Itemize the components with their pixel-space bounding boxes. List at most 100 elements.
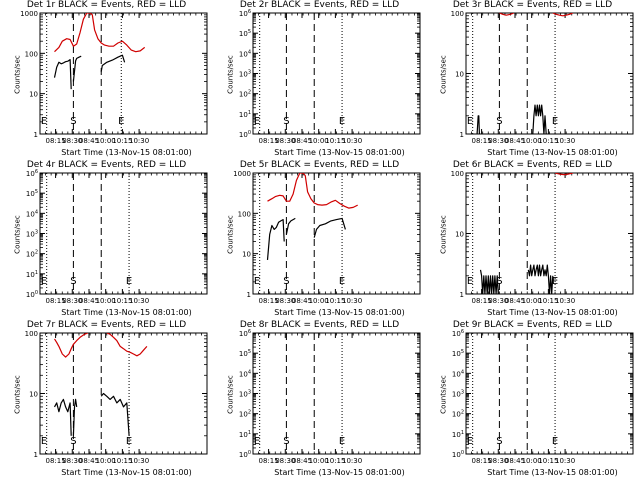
x-tick-label: 08:15 (45, 137, 65, 145)
x-tick-label: 08:45 (79, 137, 99, 145)
det-5r-panel: Det 5r BLACK = Events, RED = LLD 1 10 100 1… (213, 160, 426, 320)
end-marker-label: E (552, 116, 558, 127)
start-marker-label: S (70, 116, 76, 127)
start-marker-label: S (496, 276, 502, 287)
x-tick-label: 10:00 (96, 297, 116, 305)
y-tick-label: 100 (451, 170, 464, 178)
x-tick-label: 10:00 (309, 457, 329, 465)
y-tick-label: 102 (239, 90, 251, 99)
y-axis-label: Counts/sec (13, 55, 22, 94)
det-6r-panel: Det 6r BLACK = Events, RED = LLD 1 10 100 0… (426, 160, 639, 320)
y-tick-label: 104 (452, 369, 464, 378)
x-axis-label: Start Time (13-Nov-15 08:01:00) (487, 308, 618, 317)
y-tick-label: 106 (26, 169, 38, 178)
y-axis-label: Counts/sec (13, 215, 22, 254)
left-edge-marker-label: E (467, 276, 473, 287)
y-tick-label: 1 (34, 131, 38, 139)
det-8r-panel: Det 8r BLACK = Events, RED = LLD 100 101 1… (213, 320, 426, 480)
plot-frame (252, 332, 421, 455)
end-marker-label: E (339, 436, 345, 447)
x-tick-label: 08:45 (79, 297, 99, 305)
end-marker-label: E (118, 116, 124, 127)
x-tick-label: 10:30 (129, 297, 149, 305)
end-marker-label: E (552, 436, 558, 447)
panel-title: Det 1r BLACK = Events, RED = LLD (26, 0, 187, 10)
det-4r-panel: Det 4r BLACK = Events, RED = LLD 100 101 1… (0, 160, 213, 320)
det-1r-chart: 1 10 100 1000 08:1508:3008:4510:0010:1510:30… (20, 10, 208, 145)
end-marker-label: E (339, 276, 345, 287)
det-1r-panel: Det 1r BLACK = Events, RED = LLD 1 10 100 1… (0, 0, 213, 160)
det-2r-panel: Det 2r BLACK = Events, RED = LLD 100 101 1… (213, 0, 426, 160)
x-tick-label: 10:15 (325, 137, 345, 145)
plot-frame (252, 12, 421, 135)
x-tick-label: 10:30 (342, 297, 362, 305)
x-tick-label: 08:15 (45, 457, 65, 465)
events-series-line (53, 58, 72, 90)
x-axis-label: Start Time (13-Nov-15 08:01:00) (487, 468, 618, 477)
det-3r-panel: Det 3r BLACK = Events, RED = LLD 1 10 100 0… (426, 0, 639, 160)
x-tick-label: 10:15 (112, 137, 132, 145)
y-axis-label: Counts/sec (226, 215, 235, 254)
x-tick-label: 08:30 (488, 457, 508, 465)
x-axis-label: Start Time (13-Nov-15 08:01:00) (274, 468, 405, 477)
x-tick-label: 10:00 (522, 137, 542, 145)
x-tick-label: 10:30 (129, 137, 149, 145)
events-series-line (100, 54, 126, 72)
y-tick-label: 106 (239, 329, 251, 338)
y-tick-label: 106 (452, 329, 464, 338)
x-tick-label: 08:45 (79, 457, 99, 465)
x-tick-label: 10:30 (342, 457, 362, 465)
y-tick-label: 105 (239, 349, 251, 358)
y-tick-label: 105 (452, 349, 464, 358)
x-tick-label: 10:00 (96, 137, 116, 145)
left-edge-marker-label: E (254, 276, 260, 287)
x-tick-label: 08:45 (292, 297, 312, 305)
y-tick-label: 100 (451, 10, 464, 18)
start-marker-label: S (70, 436, 76, 447)
y-tick-label: 1000 (20, 10, 38, 18)
lld-series-line (106, 333, 148, 357)
y-tick-label: 104 (239, 49, 251, 58)
det-4r-chart: 100 101 102 103 104 105 106 08:1508:3008:4510:0… (26, 169, 208, 305)
x-tick-label: 10:00 (522, 457, 542, 465)
lld-series-line (554, 173, 574, 176)
y-axis-label: Counts/sec (226, 55, 235, 94)
y-tick-label: 103 (239, 390, 251, 399)
end-marker-label: E (126, 276, 132, 287)
plot-frame (39, 172, 208, 295)
y-tick-label: 105 (26, 189, 38, 198)
left-edge-marker-label: E (41, 436, 47, 447)
y-tick-label: 102 (239, 410, 251, 419)
y-tick-label: 10 (455, 71, 464, 79)
y-tick-label: 103 (239, 70, 251, 79)
x-tick-label: 08:15 (258, 297, 278, 305)
series-layer (476, 13, 574, 134)
y-tick-label: 1 (460, 131, 464, 139)
x-tick-label: 08:15 (258, 137, 278, 145)
start-marker-label: S (283, 116, 289, 127)
x-axis-label: Start Time (13-Nov-15 08:01:00) (274, 308, 405, 317)
x-tick-label: 08:45 (292, 457, 312, 465)
events-series-line (532, 104, 547, 134)
plot-frame (39, 332, 208, 455)
x-tick-label: 08:30 (275, 137, 295, 145)
y-tick-label: 1 (34, 451, 38, 459)
det-5r-chart: 1 10 100 1000 08:1508:3008:4510:0010:1510:30… (233, 170, 421, 305)
x-tick-label: 10:15 (325, 457, 345, 465)
end-marker-label: E (552, 276, 558, 287)
x-tick-label: 10:15 (112, 457, 132, 465)
det-2r-chart: 100 101 102 103 104 105 106 08:1508:3008:4510:0… (239, 9, 421, 145)
y-tick-label: 102 (26, 250, 38, 259)
y-tick-label: 103 (452, 390, 464, 399)
x-tick-label: 08:15 (45, 297, 65, 305)
x-tick-label: 10:30 (129, 457, 149, 465)
x-tick-label: 10:00 (309, 297, 329, 305)
x-tick-label: 08:30 (62, 457, 82, 465)
x-tick-label: 10:00 (309, 137, 329, 145)
y-axis-label: Counts/sec (439, 55, 448, 94)
series-layer (53, 13, 146, 90)
y-tick-label: 100 (25, 330, 38, 338)
y-axis-label: Counts/sec (13, 375, 22, 414)
